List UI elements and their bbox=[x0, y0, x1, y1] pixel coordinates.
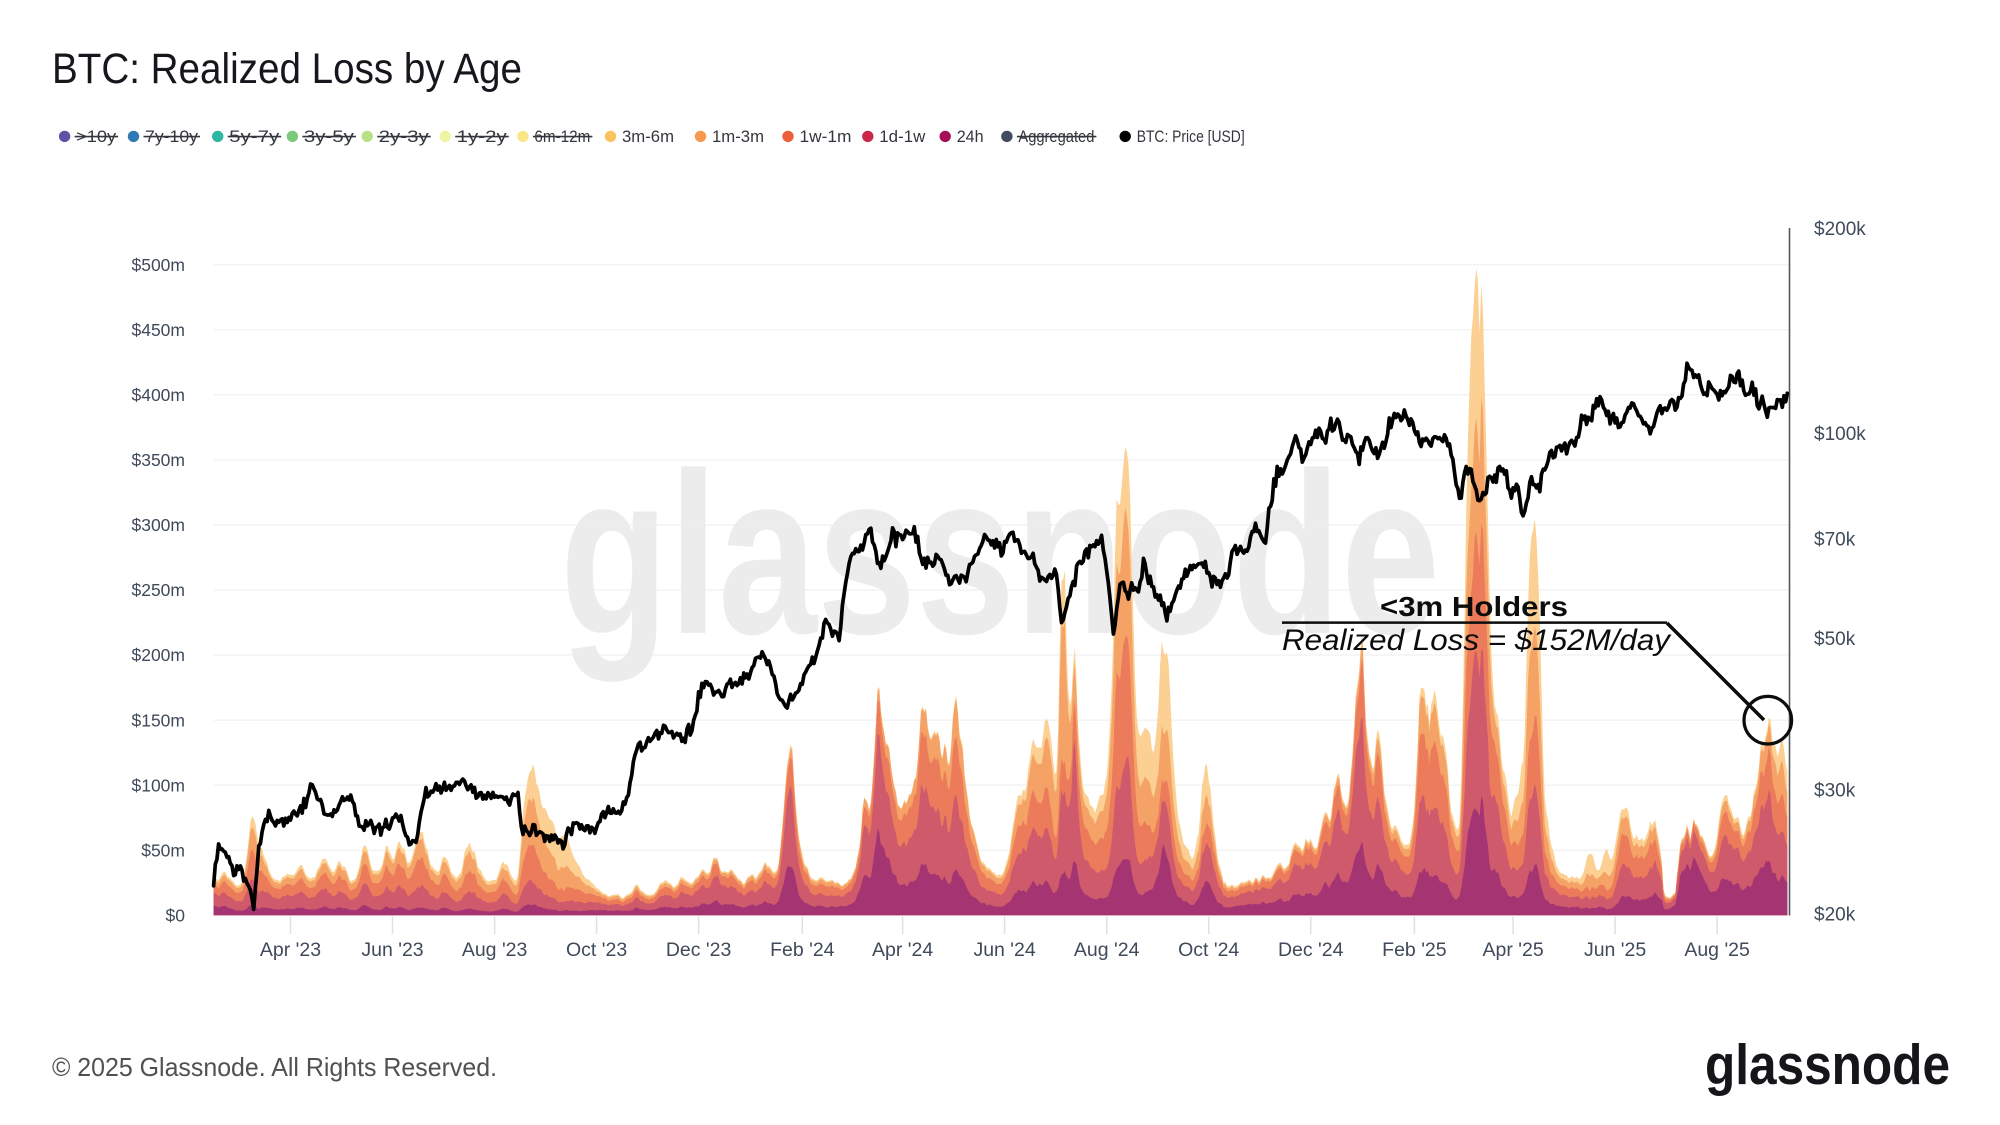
svg-text:$250m: $250m bbox=[131, 580, 185, 600]
svg-text:$200k: $200k bbox=[1814, 219, 1866, 240]
svg-text:Feb '25: Feb '25 bbox=[1382, 939, 1447, 961]
svg-text:Apr '25: Apr '25 bbox=[1483, 939, 1544, 961]
svg-text:$50k: $50k bbox=[1814, 629, 1856, 650]
svg-text:$30k: $30k bbox=[1814, 781, 1856, 802]
svg-text:$350m: $350m bbox=[131, 450, 185, 470]
svg-text:$500m: $500m bbox=[131, 255, 185, 275]
svg-text:Dec '24: Dec '24 bbox=[1278, 939, 1344, 961]
svg-text:$20k: $20k bbox=[1814, 905, 1856, 926]
svg-text:$0: $0 bbox=[166, 905, 186, 925]
svg-text:3m-6m: 3m-6m bbox=[622, 128, 674, 146]
svg-text:$200m: $200m bbox=[131, 645, 185, 665]
svg-text:Apr '23: Apr '23 bbox=[260, 939, 321, 961]
svg-text:$50m: $50m bbox=[141, 840, 185, 860]
svg-text:BTC: Realized Loss by Age: BTC: Realized Loss by Age bbox=[52, 45, 522, 93]
svg-text:$450m: $450m bbox=[131, 320, 185, 340]
svg-text:<3m Holders: <3m Holders bbox=[1380, 591, 1568, 622]
svg-text:© 2025 Glassnode. All Rights R: © 2025 Glassnode. All Rights Reserved. bbox=[52, 1052, 497, 1082]
svg-text:Aug '23: Aug '23 bbox=[462, 939, 528, 961]
svg-text:Apr '24: Apr '24 bbox=[872, 939, 933, 961]
svg-text:1m-3m: 1m-3m bbox=[712, 128, 764, 146]
svg-text:1w-1m: 1w-1m bbox=[800, 128, 852, 146]
svg-text:$70k: $70k bbox=[1814, 530, 1856, 551]
svg-text:Dec '23: Dec '23 bbox=[666, 939, 732, 961]
svg-text:Realized Loss = $152M/day: Realized Loss = $152M/day bbox=[1282, 624, 1672, 657]
svg-text:Jun '23: Jun '23 bbox=[361, 939, 423, 961]
svg-text:Aug '24: Aug '24 bbox=[1074, 939, 1140, 961]
svg-text:$100m: $100m bbox=[131, 775, 185, 795]
svg-text:1d-1w: 1d-1w bbox=[879, 128, 925, 146]
svg-text:Oct '24: Oct '24 bbox=[1178, 939, 1239, 961]
svg-text:$400m: $400m bbox=[131, 385, 185, 405]
svg-text:Oct '23: Oct '23 bbox=[566, 939, 627, 961]
svg-text:24h: 24h bbox=[957, 128, 984, 146]
svg-text:Jun '25: Jun '25 bbox=[1584, 939, 1646, 961]
svg-text:$100k: $100k bbox=[1814, 424, 1866, 445]
svg-text:$300m: $300m bbox=[131, 515, 185, 535]
svg-text:glassnode: glassnode bbox=[1705, 1033, 1950, 1097]
svg-text:Feb '24: Feb '24 bbox=[770, 939, 835, 961]
svg-text:$150m: $150m bbox=[131, 710, 185, 730]
svg-text:Aug '25: Aug '25 bbox=[1684, 939, 1750, 961]
svg-text:BTC: Price [USD]: BTC: Price [USD] bbox=[1137, 128, 1245, 146]
svg-text:Jun '24: Jun '24 bbox=[973, 939, 1035, 961]
